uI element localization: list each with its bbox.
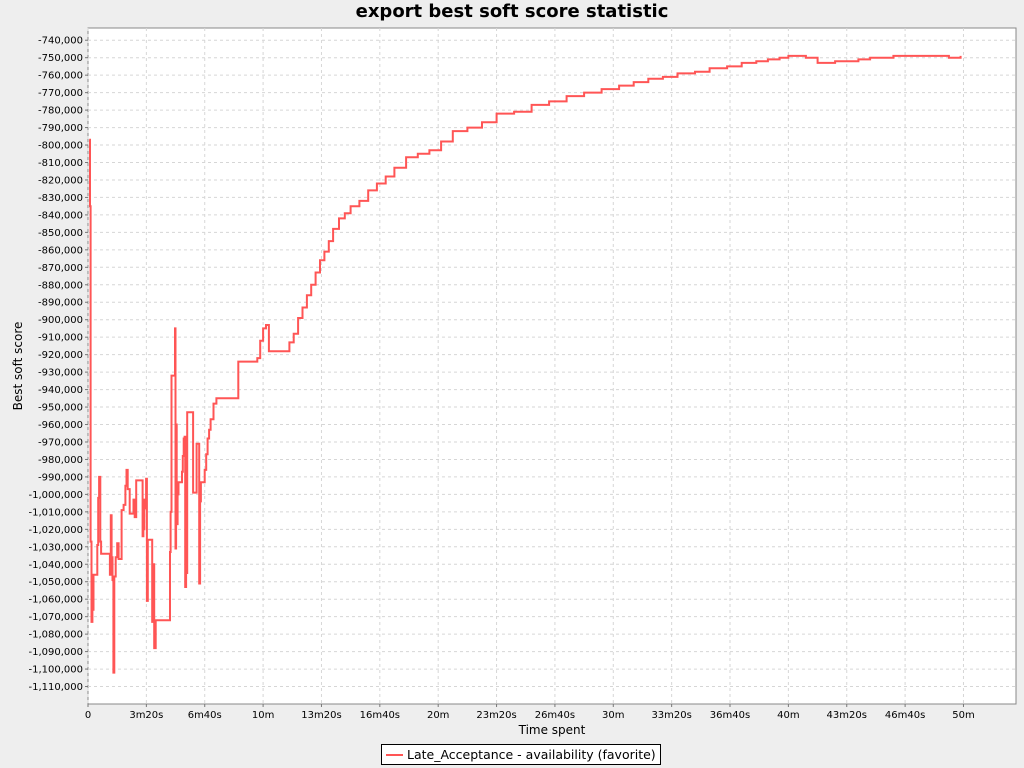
y-tick-label: -980,000 (38, 455, 83, 466)
x-tick-label: 43m20s (827, 710, 867, 721)
x-tick-label: 40m (777, 710, 799, 721)
x-tick-label: 33m20s (651, 710, 691, 721)
y-tick-label: -910,000 (38, 333, 83, 344)
y-tick-label: -1,090,000 (28, 647, 83, 658)
y-tick-label: -970,000 (38, 437, 83, 448)
y-tick-label: -1,020,000 (28, 525, 83, 536)
x-tick-label: 23m20s (476, 710, 516, 721)
y-tick-label: -1,010,000 (28, 507, 83, 518)
legend-label: Late_Acceptance - availability (favorite… (407, 747, 656, 762)
y-tick-label: -750,000 (38, 53, 83, 64)
y-tick-label: -740,000 (38, 36, 83, 47)
y-tick-label: -870,000 (38, 263, 83, 274)
x-tick-label: 10m (252, 710, 274, 721)
chart-title: export best soft score statistic (355, 1, 669, 22)
x-tick-label: 16m40s (360, 710, 400, 721)
y-tick-label: -880,000 (38, 280, 83, 291)
y-tick-label: -800,000 (38, 141, 83, 152)
x-tick-label: 0 (85, 710, 91, 721)
y-tick-label: -1,050,000 (28, 577, 83, 588)
y-tick-label: -810,000 (38, 158, 83, 169)
series-lines (89, 54, 962, 674)
y-axis-label: Best soft score (11, 322, 25, 411)
y-tick-label: -930,000 (38, 368, 83, 379)
grid-lines (87, 28, 1016, 704)
y-tick-label: -940,000 (38, 385, 83, 396)
y-tick-label: -770,000 (38, 88, 83, 99)
legend: Late_Acceptance - availability (favorite… (381, 744, 661, 765)
y-tick-label: -1,110,000 (28, 682, 83, 693)
y-tick-label: -1,000,000 (28, 490, 83, 501)
x-axis-label: Time spent (518, 723, 586, 737)
y-tick-label: -890,000 (38, 298, 83, 309)
y-tick-label: -960,000 (38, 420, 83, 431)
x-tick-label: 13m20s (301, 710, 341, 721)
y-tick-label: -1,060,000 (28, 595, 83, 606)
x-tick-label: 20m (427, 710, 449, 721)
y-tick-label: -1,030,000 (28, 542, 83, 553)
y-tick-label: -760,000 (38, 71, 83, 82)
y-tick-label: -1,100,000 (28, 665, 83, 676)
x-tick-label: 26m40s (535, 710, 575, 721)
x-tick-label: 6m40s (188, 710, 222, 721)
y-tick-label: -820,000 (38, 175, 83, 186)
series-line (89, 54, 962, 674)
y-tick-label: -780,000 (38, 106, 83, 117)
x-tick-label: 30m (602, 710, 624, 721)
y-tick-label: -860,000 (38, 245, 83, 256)
legend-swatch (386, 753, 403, 756)
y-tick-label: -840,000 (38, 210, 83, 221)
x-tick-label: 46m40s (885, 710, 925, 721)
plot-area (87, 27, 1017, 705)
y-tick-label: -1,040,000 (28, 560, 83, 571)
y-tick-label: -900,000 (38, 315, 83, 326)
x-tick-label: 3m20s (129, 710, 163, 721)
y-tick-label: -920,000 (38, 350, 83, 361)
y-axis: -740,000 -750,000 -760,000 -770,000 -780,000… (28, 36, 88, 693)
y-tick-label: -850,000 (38, 228, 83, 239)
y-tick-label: -1,070,000 (28, 612, 83, 623)
y-tick-label: -790,000 (38, 123, 83, 134)
y-tick-label: -990,000 (38, 472, 83, 483)
y-tick-label: -1,080,000 (28, 630, 83, 641)
x-tick-label: 36m40s (710, 710, 750, 721)
x-axis: 0 3m20s 6m40s 10m 13m20s 16m40s 20m 23m20s 26m40… (85, 704, 975, 721)
y-tick-label: -830,000 (38, 193, 83, 204)
y-tick-label: -950,000 (38, 403, 83, 414)
x-tick-label: 50m (952, 710, 974, 721)
